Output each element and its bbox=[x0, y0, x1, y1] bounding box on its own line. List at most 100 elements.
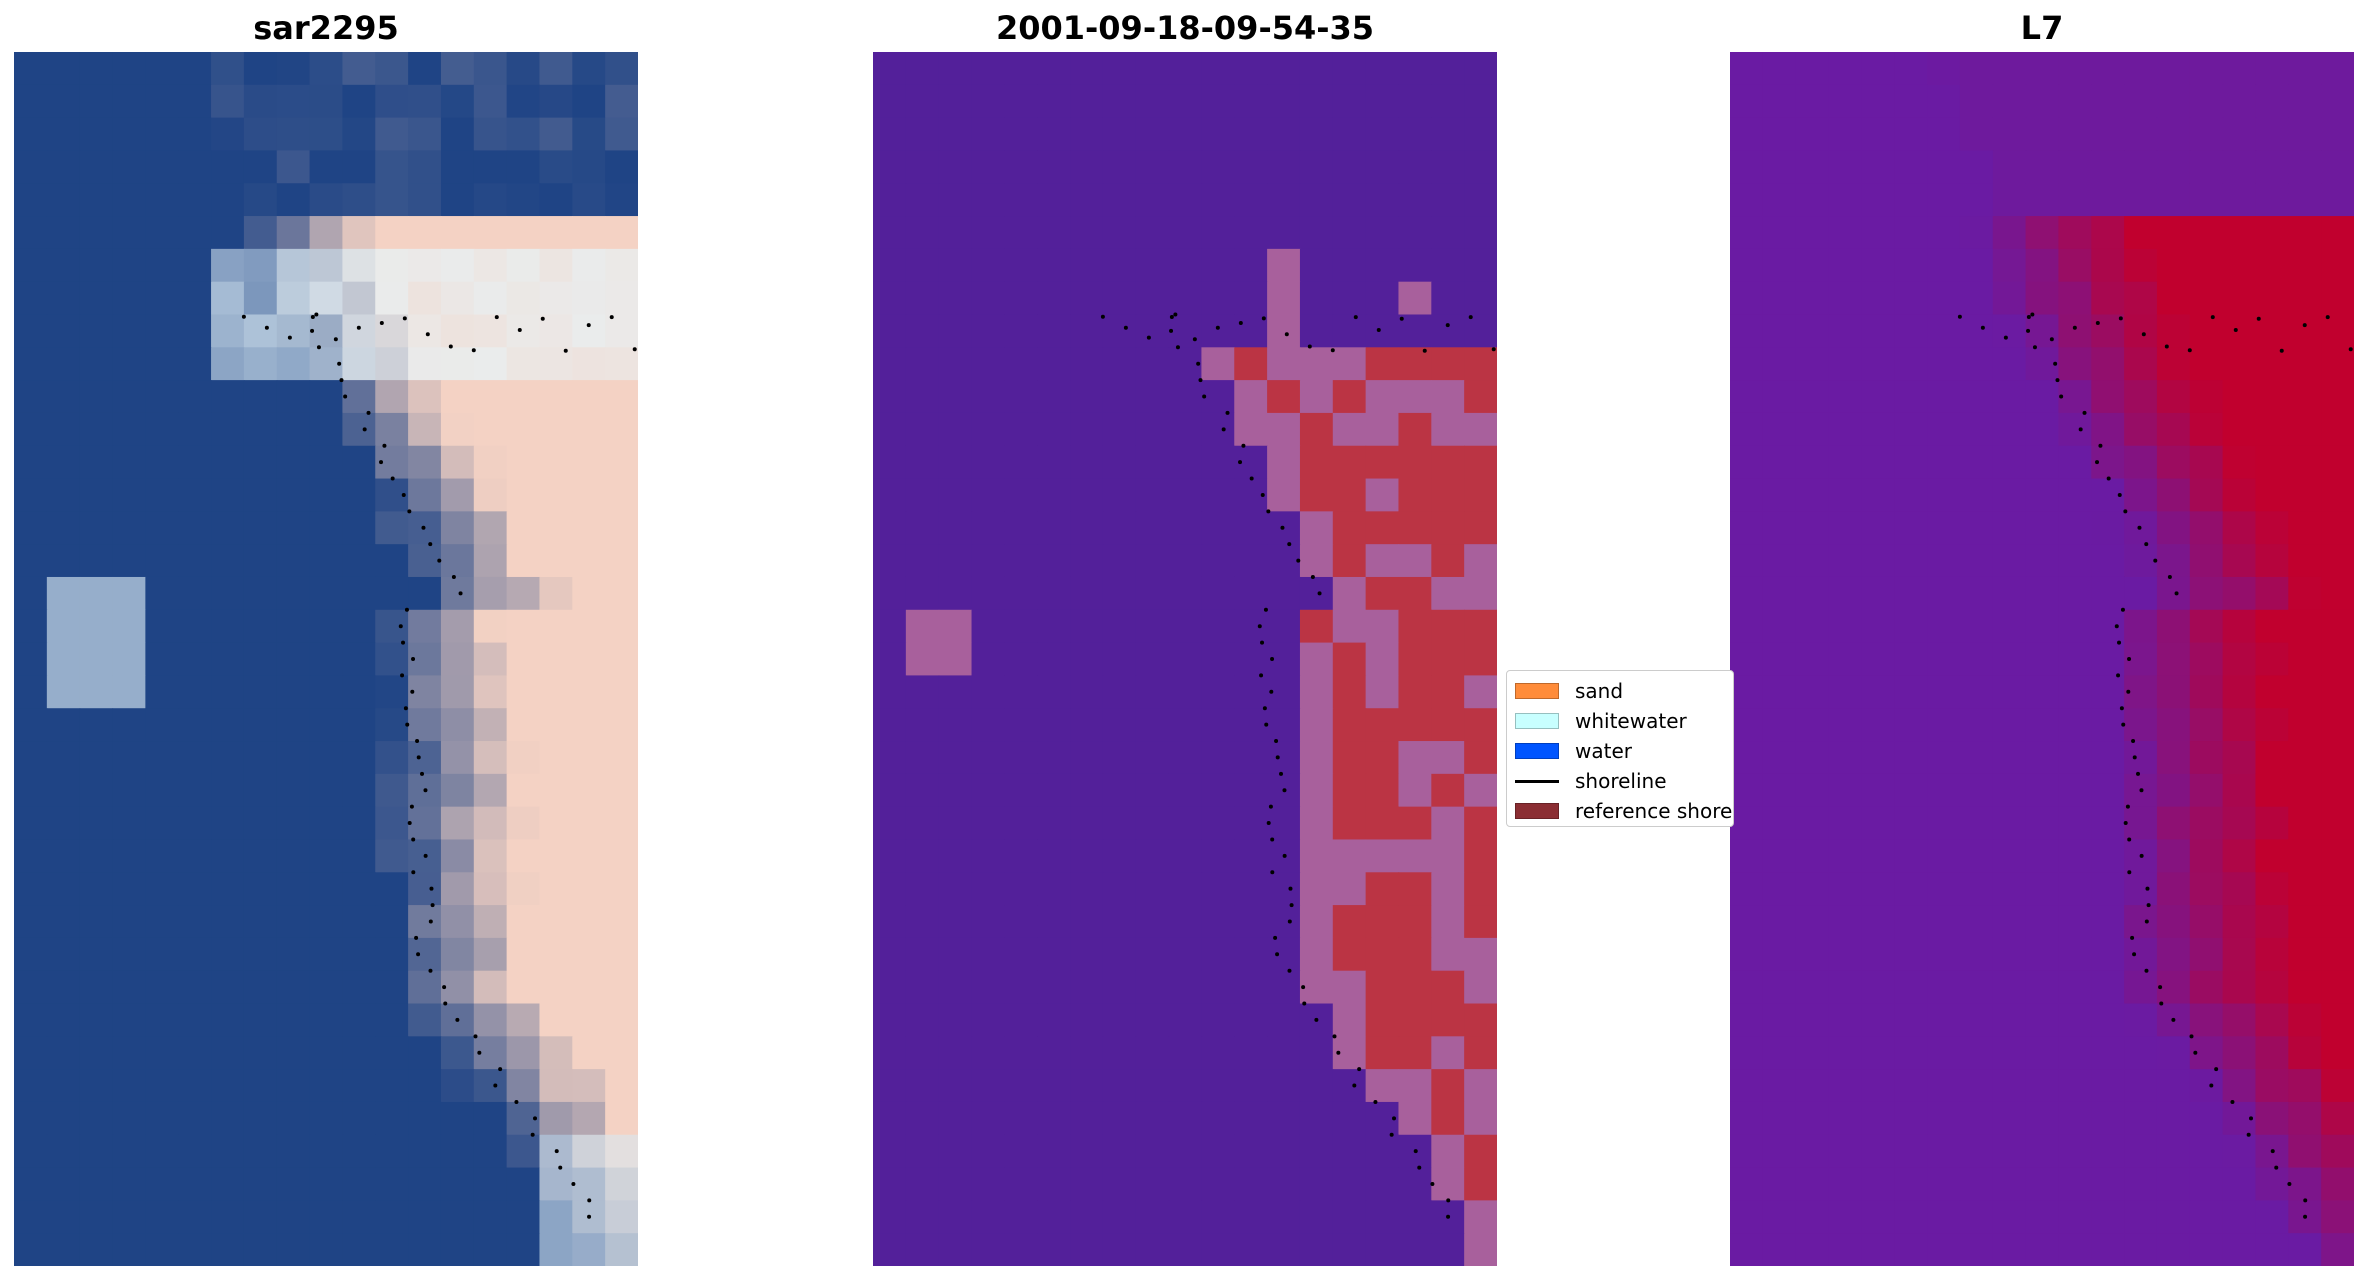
shoreline-point bbox=[2030, 312, 2035, 317]
shoreline-point bbox=[571, 1181, 576, 1186]
shoreline-point bbox=[2270, 1149, 2275, 1154]
shoreline-point bbox=[2117, 640, 2122, 645]
shoreline-point bbox=[1280, 525, 1285, 530]
shoreline-point bbox=[2209, 1083, 2214, 1088]
shoreline-point bbox=[1225, 410, 1230, 415]
shoreline-point bbox=[1241, 443, 1246, 448]
shoreline-point bbox=[2059, 394, 2064, 399]
shoreline-point bbox=[2303, 1198, 2308, 1203]
shoreline-point bbox=[316, 345, 321, 350]
shoreline-point bbox=[533, 1116, 538, 1121]
shoreline-point bbox=[1270, 870, 1275, 875]
legend-item-sand: sand bbox=[1515, 677, 1623, 705]
shoreline-point bbox=[477, 1050, 482, 1055]
shoreline-point bbox=[410, 689, 415, 694]
classification-image bbox=[873, 52, 1497, 1266]
sand-swatch bbox=[1515, 683, 1559, 699]
shoreline-point bbox=[402, 316, 407, 321]
shoreline-point bbox=[416, 952, 421, 957]
shoreline-point bbox=[423, 788, 428, 793]
shoreline-point bbox=[2287, 1181, 2292, 1186]
shoreline-point bbox=[2174, 591, 2179, 596]
shoreline-point bbox=[2210, 315, 2215, 320]
shoreline-point bbox=[2120, 607, 2125, 612]
shoreline-point bbox=[1417, 1165, 1422, 1170]
legend-item-shoreline: shoreline bbox=[1515, 767, 1667, 795]
shoreline-point bbox=[1282, 788, 1287, 793]
shoreline-point bbox=[1269, 689, 1274, 694]
shoreline-point bbox=[2117, 492, 2122, 497]
shoreline-point bbox=[1192, 337, 1197, 342]
shoreline-point bbox=[1422, 348, 1427, 353]
shoreline-point bbox=[2119, 706, 2124, 711]
shoreline-point bbox=[498, 1067, 503, 1072]
shoreline-point bbox=[420, 771, 425, 776]
shoreline-point bbox=[1307, 344, 1312, 349]
shoreline-point bbox=[2082, 410, 2087, 415]
shoreline-point bbox=[2171, 1017, 2176, 1022]
shoreline-point bbox=[2123, 509, 2128, 514]
shoreline-point bbox=[442, 985, 447, 990]
shoreline-point bbox=[415, 739, 420, 744]
shoreline-point bbox=[455, 1017, 460, 1022]
shoreline-point bbox=[2125, 804, 2130, 809]
shoreline-point bbox=[1301, 985, 1306, 990]
shoreline-point bbox=[2053, 361, 2058, 366]
shoreline-point bbox=[1260, 492, 1265, 497]
shoreline-point bbox=[2164, 344, 2169, 349]
shoreline-point bbox=[401, 492, 406, 497]
shoreline-point bbox=[1146, 335, 1151, 340]
shoreline-point bbox=[632, 347, 637, 352]
shoreline-point bbox=[2123, 821, 2128, 826]
shoreline-point bbox=[2303, 1214, 2308, 1219]
whitewater-swatch bbox=[1515, 713, 1559, 729]
shoreline-point bbox=[400, 673, 405, 678]
shoreline-point bbox=[1357, 1067, 1362, 1072]
shoreline-point bbox=[1314, 1017, 1319, 1022]
shoreline-point bbox=[471, 348, 476, 353]
shoreline-point bbox=[2348, 347, 2353, 352]
shoreline-point bbox=[241, 314, 246, 319]
shoreline-point bbox=[1289, 903, 1294, 908]
shoreline-point bbox=[2325, 315, 2330, 320]
shoreline-point bbox=[1980, 325, 1985, 330]
index-image bbox=[1730, 52, 2354, 1266]
shoreline-point bbox=[2121, 722, 2126, 727]
shoreline-point bbox=[1352, 1083, 1357, 1088]
index-image-panel bbox=[1730, 52, 2354, 1266]
shoreline-point bbox=[414, 935, 419, 940]
shoreline-point bbox=[379, 320, 384, 325]
shoreline-point bbox=[1287, 542, 1292, 547]
shoreline-point bbox=[2132, 952, 2137, 957]
shoreline-point bbox=[1373, 1099, 1378, 1104]
shoreline-point bbox=[1287, 968, 1292, 973]
shoreline-point bbox=[1284, 332, 1289, 337]
shoreline-point bbox=[1279, 771, 1284, 776]
shoreline-point bbox=[403, 706, 408, 711]
shoreline-point bbox=[2139, 788, 2144, 793]
legend-item-whitewater: whitewater bbox=[1515, 707, 1687, 735]
shoreline-point bbox=[416, 755, 421, 760]
shoreline-point bbox=[2187, 348, 2192, 353]
shoreline-point bbox=[1296, 558, 1301, 563]
shoreline-point bbox=[1317, 591, 1322, 596]
shoreline-point bbox=[1399, 316, 1404, 321]
shoreline-point bbox=[1221, 427, 1226, 432]
shoreline-point bbox=[2095, 320, 2100, 325]
legend-label: water bbox=[1575, 739, 1632, 763]
shoreline-point bbox=[1249, 476, 1254, 481]
shoreline-point bbox=[1262, 706, 1267, 711]
shoreline-point bbox=[2106, 476, 2111, 481]
shoreline-point bbox=[2144, 968, 2149, 973]
shoreline-point bbox=[1288, 886, 1293, 891]
shoreline-point bbox=[1270, 837, 1275, 842]
shoreline-point bbox=[2127, 870, 2132, 875]
shoreline-point bbox=[1274, 739, 1279, 744]
shoreline-point bbox=[2274, 1165, 2279, 1170]
shoreline-point bbox=[1491, 347, 1496, 352]
shoreline-point bbox=[411, 870, 416, 875]
shoreline-point bbox=[1202, 394, 1207, 399]
shoreline-point bbox=[430, 903, 435, 908]
shoreline-point bbox=[379, 460, 384, 465]
shoreline-point bbox=[1468, 315, 1473, 320]
